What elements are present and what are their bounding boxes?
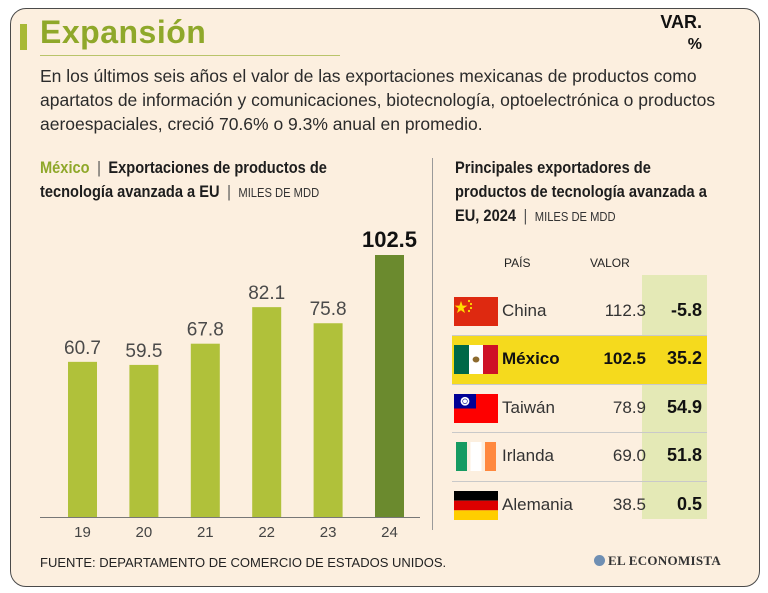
country-var: 51.8 xyxy=(666,445,702,465)
row-divider xyxy=(452,335,707,336)
country-value: 112.3 xyxy=(604,301,646,320)
data-label-21: 67.8 xyxy=(187,320,224,341)
bar-19 xyxy=(68,361,97,517)
country-value: 69.0 xyxy=(612,446,646,465)
country-name: Taiwán xyxy=(502,398,555,417)
table-row-taiwan: Taiwán 78.9 54.9 xyxy=(452,385,707,433)
data-label-20: 59.5 xyxy=(125,341,162,362)
row-divider xyxy=(452,384,707,385)
x-tick-label-21: 21 xyxy=(197,524,214,541)
data-label-24: 102.5 xyxy=(362,227,417,252)
row-divider xyxy=(452,481,707,482)
x-tick-label-19: 19 xyxy=(74,524,91,541)
section-divider xyxy=(432,158,433,530)
source-note: FUENTE: DEPARTAMENTO DE COMERCIO DE ESTA… xyxy=(40,555,447,570)
bar-21 xyxy=(190,343,220,517)
chart-title-separator-2: | xyxy=(227,182,231,201)
chart-title: México | Exportaciones de productos de t… xyxy=(40,156,350,205)
country-var: 35.2 xyxy=(666,348,702,368)
table-title: Principales exportadores de productos de… xyxy=(455,156,713,229)
bar-20 xyxy=(129,364,159,517)
page-title: Expansión xyxy=(40,14,207,50)
table-row-china: China 112.3 -5.8 xyxy=(452,288,707,336)
logo-icon xyxy=(594,555,605,566)
data-label-23: 75.8 xyxy=(310,299,347,320)
ireland-flag-icon xyxy=(454,442,498,471)
bar-23 xyxy=(313,323,343,517)
header-var: VAR. % xyxy=(650,12,702,54)
var-column-background xyxy=(642,275,707,519)
country-var: 0.5 xyxy=(676,494,702,514)
table-title-main: Principales exportadores de productos de… xyxy=(455,158,707,225)
country-name: Irlanda xyxy=(502,446,554,465)
table-row-ireland: Irlanda 69.0 51.8 xyxy=(452,433,707,481)
logo-text: EL ECONOMISTA xyxy=(608,553,722,568)
header-country: PAÍS xyxy=(504,256,531,270)
country-var: 54.9 xyxy=(666,397,702,417)
x-tick-label-20: 20 xyxy=(136,524,153,541)
mexico-flag-icon xyxy=(454,345,498,374)
chart-title-main: Exportaciones de productos de tecnología… xyxy=(40,158,327,201)
country-value: 78.9 xyxy=(612,398,646,417)
row-divider xyxy=(452,432,707,433)
header-var-unit: % xyxy=(687,36,702,53)
bar-22 xyxy=(252,307,282,517)
country-value: 102.5 xyxy=(603,349,646,368)
country-value: 38.5 xyxy=(612,495,646,514)
publisher-logo: EL ECONOMISTA xyxy=(594,553,721,569)
taiwan-flag-icon xyxy=(454,394,498,423)
chart-title-unit: MILES DE MDD xyxy=(238,185,320,200)
country-name: China xyxy=(502,301,547,320)
country-name: Alemania xyxy=(502,495,573,514)
x-tick-label-24: 24 xyxy=(381,524,398,541)
data-label-22: 82.1 xyxy=(248,283,285,304)
germany-flag-icon xyxy=(454,491,498,520)
x-tick-label-22: 22 xyxy=(258,524,275,541)
table-title-unit: MILES DE MDD xyxy=(534,209,616,224)
bar-24 xyxy=(375,255,404,517)
header-value: VALOR xyxy=(590,256,630,270)
chart-title-separator: | xyxy=(97,158,101,177)
china-flag-icon xyxy=(454,297,498,326)
intro-text: En los últimos seis años el valor de las… xyxy=(40,66,716,134)
country-name: México xyxy=(502,349,560,368)
title-rule xyxy=(40,55,340,56)
table-title-separator: | xyxy=(523,206,528,225)
table-row-mexico: México 102.5 35.2 xyxy=(452,336,707,384)
chart-title-highlight: México xyxy=(40,158,90,177)
header-var-label: VAR. xyxy=(660,12,702,32)
data-label-19: 60.7 xyxy=(64,338,101,359)
title-accent-bar xyxy=(20,24,27,50)
x-tick-label-23: 23 xyxy=(320,524,337,541)
country-var: -5.8 xyxy=(670,300,702,320)
table-row-germany: Alemania 38.5 0.5 xyxy=(452,482,707,530)
